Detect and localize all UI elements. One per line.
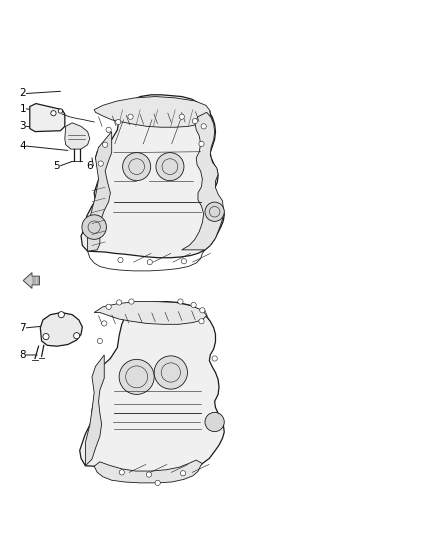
Polygon shape (94, 96, 210, 127)
Text: 4: 4 (19, 141, 26, 151)
Circle shape (116, 119, 121, 125)
Circle shape (106, 304, 111, 310)
Polygon shape (30, 103, 65, 132)
Circle shape (155, 480, 160, 486)
Circle shape (102, 142, 108, 147)
Circle shape (119, 359, 154, 394)
Polygon shape (80, 302, 224, 474)
Circle shape (123, 152, 151, 181)
Polygon shape (182, 112, 223, 250)
Circle shape (156, 152, 184, 181)
Text: 6: 6 (86, 161, 93, 171)
Circle shape (147, 260, 152, 265)
Text: 8: 8 (19, 350, 26, 360)
Circle shape (181, 259, 187, 264)
Text: 1: 1 (19, 104, 26, 114)
Text: 7: 7 (19, 323, 26, 333)
Polygon shape (65, 123, 90, 149)
Circle shape (199, 141, 204, 147)
Text: 2: 2 (19, 88, 26, 99)
Circle shape (97, 338, 102, 344)
Circle shape (146, 472, 152, 477)
Polygon shape (40, 312, 82, 346)
Polygon shape (81, 95, 224, 258)
Circle shape (191, 302, 196, 308)
Circle shape (106, 127, 111, 133)
Circle shape (119, 470, 124, 475)
Circle shape (82, 215, 106, 239)
Circle shape (199, 319, 204, 324)
Text: 3: 3 (19, 122, 26, 131)
Polygon shape (23, 273, 39, 288)
Circle shape (212, 356, 217, 361)
Circle shape (205, 413, 224, 432)
Circle shape (118, 257, 123, 263)
Text: 5: 5 (53, 161, 60, 171)
Circle shape (98, 161, 103, 166)
Circle shape (74, 333, 80, 339)
Polygon shape (94, 460, 202, 483)
Polygon shape (85, 355, 104, 466)
Circle shape (179, 114, 184, 119)
Circle shape (192, 118, 198, 124)
Polygon shape (94, 302, 207, 324)
Circle shape (43, 334, 49, 340)
Circle shape (205, 202, 224, 221)
Circle shape (180, 471, 186, 476)
Circle shape (178, 299, 183, 304)
Circle shape (58, 312, 64, 318)
Polygon shape (88, 132, 112, 251)
Circle shape (128, 114, 133, 119)
Circle shape (201, 124, 206, 129)
Circle shape (129, 299, 134, 304)
Circle shape (154, 356, 187, 389)
Circle shape (117, 300, 122, 305)
Circle shape (58, 109, 63, 113)
Circle shape (51, 110, 56, 116)
Circle shape (102, 321, 107, 326)
Circle shape (200, 308, 205, 313)
